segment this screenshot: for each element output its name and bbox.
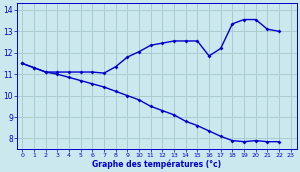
X-axis label: Graphe des températures (°c): Graphe des températures (°c) (92, 159, 221, 169)
